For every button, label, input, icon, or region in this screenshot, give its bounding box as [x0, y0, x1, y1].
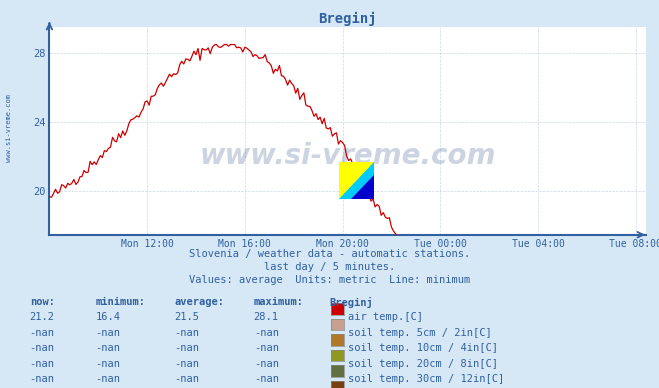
Text: -nan: -nan	[175, 374, 200, 385]
Text: -nan: -nan	[30, 343, 55, 353]
Text: minimum:: minimum:	[96, 297, 146, 307]
Text: 16.4: 16.4	[96, 312, 121, 322]
Text: -nan: -nan	[96, 359, 121, 369]
Text: -nan: -nan	[254, 328, 279, 338]
Text: www.si-vreme.com: www.si-vreme.com	[200, 142, 496, 170]
Text: -nan: -nan	[254, 374, 279, 385]
Text: 21.5: 21.5	[175, 312, 200, 322]
Text: -nan: -nan	[254, 343, 279, 353]
Text: -nan: -nan	[96, 374, 121, 385]
Text: now:: now:	[30, 297, 55, 307]
Text: 28.1: 28.1	[254, 312, 279, 322]
Text: -nan: -nan	[96, 343, 121, 353]
Text: 21.2: 21.2	[30, 312, 55, 322]
Text: -nan: -nan	[175, 359, 200, 369]
Text: average:: average:	[175, 297, 225, 307]
Polygon shape	[339, 162, 374, 199]
Text: -nan: -nan	[30, 328, 55, 338]
Text: soil temp. 5cm / 2in[C]: soil temp. 5cm / 2in[C]	[348, 328, 492, 338]
Text: soil temp. 30cm / 12in[C]: soil temp. 30cm / 12in[C]	[348, 374, 504, 385]
Text: air temp.[C]: air temp.[C]	[348, 312, 423, 322]
Polygon shape	[351, 175, 374, 199]
Text: www.si-vreme.com: www.si-vreme.com	[5, 94, 12, 162]
Text: Values: average  Units: metric  Line: minimum: Values: average Units: metric Line: mini…	[189, 275, 470, 285]
Text: Slovenia / weather data - automatic stations.: Slovenia / weather data - automatic stat…	[189, 249, 470, 259]
Text: -nan: -nan	[30, 374, 55, 385]
Polygon shape	[339, 162, 374, 199]
Text: -nan: -nan	[30, 359, 55, 369]
Text: -nan: -nan	[254, 359, 279, 369]
Text: last day / 5 minutes.: last day / 5 minutes.	[264, 262, 395, 272]
Text: -nan: -nan	[96, 328, 121, 338]
Text: soil temp. 20cm / 8in[C]: soil temp. 20cm / 8in[C]	[348, 359, 498, 369]
Text: Breginj: Breginj	[330, 297, 373, 308]
Text: -nan: -nan	[175, 328, 200, 338]
Text: -nan: -nan	[175, 343, 200, 353]
Text: maximum:: maximum:	[254, 297, 304, 307]
Title: Breginj: Breginj	[318, 12, 377, 26]
Text: soil temp. 10cm / 4in[C]: soil temp. 10cm / 4in[C]	[348, 343, 498, 353]
